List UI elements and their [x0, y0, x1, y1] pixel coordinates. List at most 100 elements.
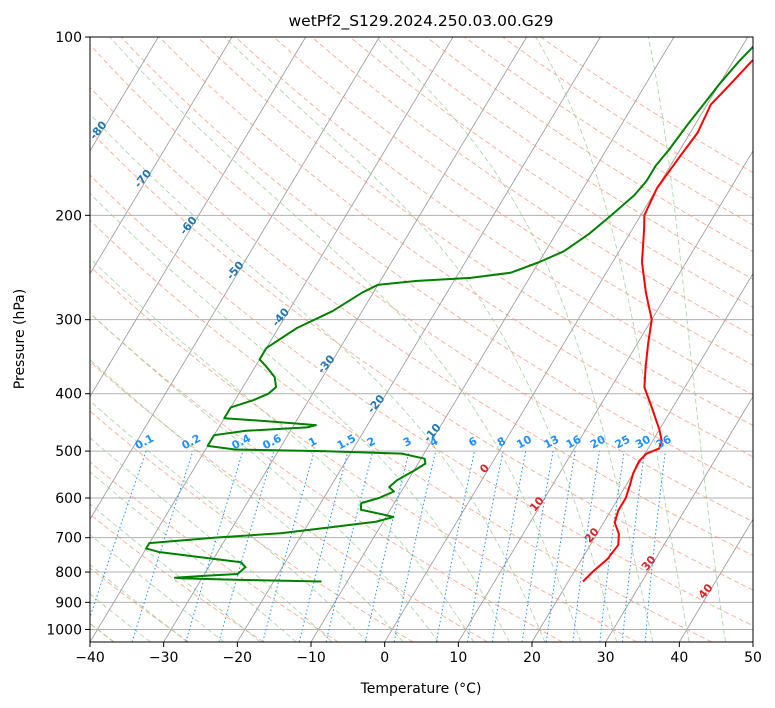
dry-adiabat-line: [90, 219, 712, 642]
mixing-ratio-line: [521, 451, 554, 642]
y-tick-label: 800: [55, 565, 82, 581]
moist-adiabat-line: [90, 257, 475, 642]
moist-adiabat-line: [90, 564, 188, 642]
mixing-ratio-label: 0.6: [260, 432, 284, 453]
mixing-ratio-label: 2: [365, 434, 378, 449]
mixing-ratio-label: 8: [495, 434, 508, 449]
isotherm-line: [678, 518, 753, 642]
mixing-ratio-label: 36: [654, 433, 674, 452]
dry-adiabat-line: [426, 37, 753, 253]
mixing-ratio-label: 0.2: [180, 432, 203, 453]
moist-adiabat-label: 20: [582, 525, 602, 545]
mixing-ratio-line: [545, 451, 576, 642]
y-tick-label: 300: [55, 313, 82, 329]
plot-curves: [145, 45, 753, 583]
plot-line-labels: 0.1 0.2 0.4 0.6 1 1.5 2 3 4 6 8 10 13 16 20 25 30 36-100-…: [90, 118, 716, 601]
mixing-ratio-line: [599, 451, 625, 642]
dry-adiabat-line: [90, 86, 753, 557]
x-tick-label: 20: [523, 650, 541, 666]
x-tick-label: −40: [75, 650, 105, 666]
moist-adiabat-line: [535, 37, 690, 642]
isotherm-line: [90, 37, 159, 152]
dry-adiabat-line: [311, 37, 753, 337]
mixing-ratio-line: [325, 450, 374, 642]
dry-adiabat-line: [349, 37, 753, 308]
moist-adiabat-line: [375, 37, 654, 642]
isotherm-line: [163, 37, 528, 642]
moist-adiabat-line: [90, 437, 333, 642]
isotherm-line: [236, 37, 601, 642]
mixing-ratio-line: [364, 450, 410, 642]
mixing-ratio-label: 16: [564, 433, 584, 452]
moist-adiabat-line: [90, 593, 151, 642]
moist-adiabat-line: [647, 37, 726, 642]
mixing-ratio-line: [298, 450, 349, 642]
mixing-ratio-line: [467, 451, 504, 642]
x-tick-label: 30: [597, 650, 615, 666]
mixing-ratio-label: 30: [633, 433, 653, 452]
y-tick-label: 100: [55, 30, 82, 46]
moist-adiabat-label: 0: [477, 461, 492, 475]
isotherm-line: [90, 37, 307, 398]
moist-adiabat-line: [90, 312, 439, 642]
moist-adiabat-line: [90, 192, 510, 642]
isotherm-line: [457, 150, 753, 642]
moist-adiabat-line: [90, 534, 225, 642]
y-tick-label: 900: [55, 595, 82, 611]
dry-adiabat-line: [90, 174, 753, 627]
dry-adiabat-label: -60: [177, 214, 200, 238]
x-tick-label: −10: [296, 650, 326, 666]
dry-adiabat-line: [90, 265, 638, 642]
x-tick-label: −20: [223, 650, 253, 666]
moist-adiabat-label: 30: [639, 553, 659, 573]
isotherm-line: [531, 272, 753, 642]
plot-grid: [90, 37, 753, 642]
dry-adiabat-line: [273, 37, 753, 366]
dewpoint-profile-line: [145, 45, 753, 583]
dry-adiabat-line: [90, 361, 488, 642]
mixing-ratio-label: 13: [542, 433, 562, 452]
dry-adiabat-line: [120, 37, 753, 490]
dry-adiabat-line: [90, 44, 753, 523]
mixing-ratio-line: [185, 450, 244, 642]
mixing-ratio-line: [90, 450, 147, 619]
dry-adiabat-line: [90, 130, 753, 591]
mixing-ratio-line: [262, 450, 315, 642]
moist-adiabat-line: [224, 37, 618, 642]
dry-adiabat-label: -20: [365, 392, 388, 416]
moist-adiabat-line: [109, 37, 582, 642]
mixing-ratio-line: [621, 451, 646, 642]
dry-adiabat-label: -10: [421, 421, 444, 445]
dry-adiabat-label: -70: [132, 167, 155, 191]
mixing-ratio-line: [131, 450, 194, 642]
temperature-profile-line: [582, 58, 753, 583]
isotherm-line: [605, 395, 753, 642]
y-tick-label: 600: [55, 491, 82, 507]
x-tick-label: 0: [380, 650, 389, 666]
moist-adiabat-line: [90, 113, 546, 642]
dry-adiabat-line: [464, 37, 753, 226]
isotherm-line: [90, 37, 454, 642]
mixing-ratio-line: [644, 451, 666, 642]
dry-adiabat-line: [197, 37, 753, 427]
mixing-ratio-label: 0.1: [133, 432, 156, 453]
mixing-ratio-line: [435, 450, 476, 642]
x-tick-label: −30: [149, 650, 179, 666]
y-tick-label: 700: [55, 531, 82, 547]
moist-adiabat-line: [90, 503, 261, 642]
dry-adiabat-label: -40: [269, 305, 292, 329]
x-tick-label: 40: [670, 650, 688, 666]
axis-ticks: −40 −30 −20 −10 0 10 20 30 40 5010020030040050060…: [46, 30, 762, 666]
isotherm-line: [90, 37, 233, 275]
isotherm-line: [752, 641, 753, 642]
y-tick-label: 200: [55, 208, 82, 224]
y-tick-label: 500: [55, 444, 82, 460]
mixing-ratio-label: 20: [588, 433, 608, 452]
y-axis-label: Pressure (hPa): [12, 289, 28, 389]
mixing-ratio-label: 3: [401, 434, 414, 449]
mixing-ratio-label: 25: [613, 433, 633, 452]
mixing-ratio-line: [491, 451, 527, 642]
x-tick-label: 10: [449, 650, 467, 666]
moist-adiabat-line: [90, 471, 297, 642]
